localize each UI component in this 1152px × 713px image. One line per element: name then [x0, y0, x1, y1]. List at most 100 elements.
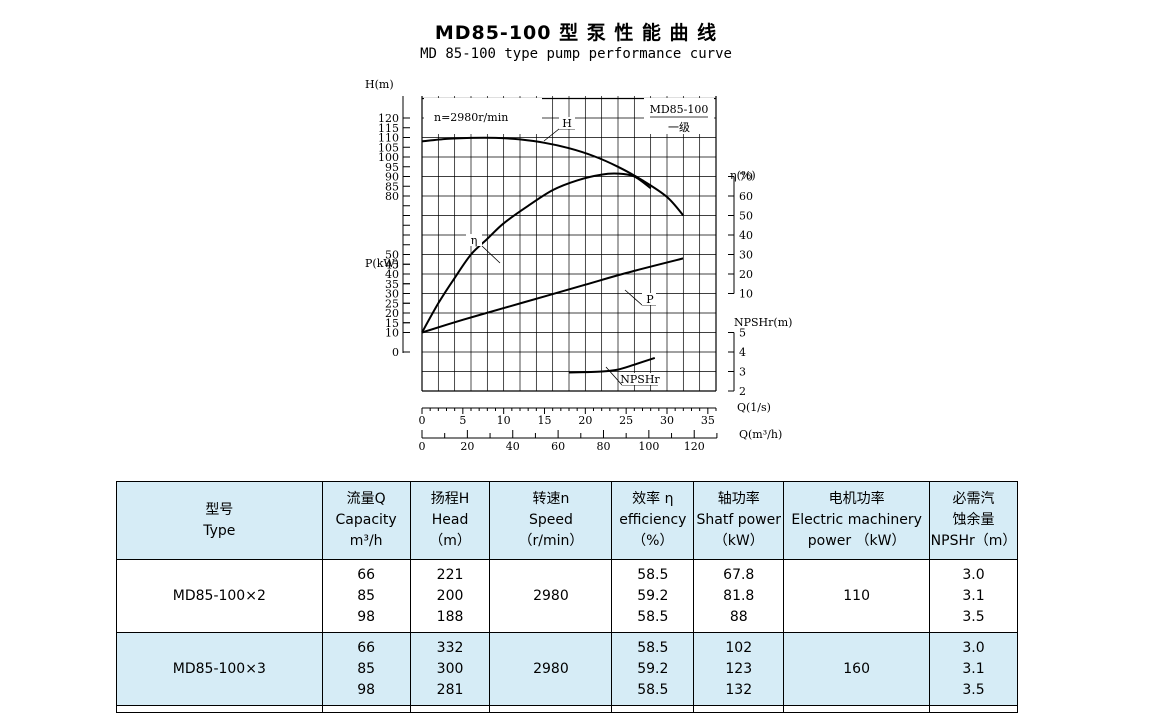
p-tick-label: 40 — [385, 268, 399, 281]
header-efficiency: 效率 η efficiency （%） — [611, 481, 695, 560]
callout-leader — [543, 128, 575, 142]
cell-speed: 2980 — [489, 559, 613, 633]
h-tick-label: 95 — [385, 161, 399, 174]
cell-motor-power: 160 — [783, 632, 931, 706]
curve-p — [421, 257, 684, 334]
cell-efficiency: 58.5 59.2 58.5 — [611, 632, 695, 706]
eta-tick-label: 40 — [739, 229, 753, 242]
h-tick-label: 105 — [378, 141, 399, 154]
h-tick-label: 115 — [378, 122, 399, 135]
cell-efficiency: 58.5 59.2 58.5 — [611, 559, 695, 633]
npsh-tick-label: 5 — [739, 327, 746, 340]
speed-box — [424, 98, 542, 134]
callout-label-p: P — [646, 293, 654, 306]
cell-capacity: 66 85 98 — [321, 632, 411, 706]
q-ls-axis-label: Q(1/s) — [737, 401, 771, 414]
callout-leader — [481, 245, 501, 264]
q-ls-tick-label: 0 — [419, 414, 426, 427]
header-motor-power: 电机功率 Electric machinery power （kW） — [783, 481, 931, 560]
callout-box — [559, 117, 575, 129]
q-m3h-tick-label: 80 — [596, 440, 610, 453]
cell-motor-power: 110 — [783, 559, 931, 633]
cell-speed: 2980 — [489, 632, 613, 706]
eta-tick-label: 50 — [739, 210, 753, 223]
model-label: MD85-100 — [650, 103, 709, 116]
npsh-tick-label: 2 — [739, 385, 746, 398]
header-type: 型号 Type — [116, 481, 323, 560]
curve-npshr — [568, 356, 656, 374]
header-shaft-power: 轴功率 Shatf power （kW） — [693, 481, 785, 560]
p-tick-label: 15 — [385, 317, 399, 330]
spec-table: 型号 Type 流量Q Capacity m³/h 扬程H Head （m） 转速n Spe… — [116, 481, 1018, 713]
p-tick-label: 45 — [385, 258, 399, 271]
h-tick-label: 100 — [378, 151, 399, 164]
eta-tick-label: 60 — [739, 190, 753, 203]
p-tick-label: 25 — [385, 297, 399, 310]
cell-capacity: 66 85 98 — [321, 559, 411, 633]
eta-tick-label: 20 — [739, 268, 753, 281]
stage-label: 一级 — [668, 121, 690, 134]
npsh-tick-label: 4 — [739, 346, 746, 359]
callout-box — [622, 373, 658, 385]
q-ls-tick-label: 15 — [538, 414, 552, 427]
q-ls-tick-label: 5 — [459, 414, 466, 427]
header-capacity: 流量Q Capacity m³/h — [321, 481, 411, 560]
q-m3h-tick-label: 20 — [460, 440, 474, 453]
h-tick-label: 120 — [378, 112, 399, 125]
speed-label: n=2980r/min — [434, 111, 508, 124]
q-ls-tick-label: 20 — [578, 414, 592, 427]
model-box — [644, 98, 714, 134]
h-axis-label: H(m) — [365, 78, 394, 91]
cell-shaft-power: 67.8 81.8 88 — [693, 559, 785, 633]
cell-head: 221 200 188 — [409, 559, 491, 633]
p-tick-label: 30 — [385, 288, 399, 301]
q-ls-tick-label: 10 — [497, 414, 511, 427]
callout-box — [466, 234, 482, 246]
q-m3h-tick-label: 0 — [419, 440, 426, 453]
callout-label-h: H — [562, 117, 572, 130]
cell-shaft-power: 102 123 132 — [693, 632, 785, 706]
p-tick-label: 0 — [392, 346, 399, 359]
q-ls-tick-label: 30 — [660, 414, 674, 427]
q-m3h-tick-label: 40 — [506, 440, 520, 453]
eta-tick-label: 30 — [739, 249, 753, 262]
performance-chart: H(m)808590951001051101151205045403530252… — [365, 78, 792, 453]
eta-tick-label: 10 — [739, 288, 753, 301]
q-ls-tick-label: 35 — [701, 414, 715, 427]
table-row: MD85-100×2 66 85 98 221 200 188 2980 58.5 59.… — [116, 559, 1018, 633]
cell-type: MD85-100×2 — [116, 559, 323, 633]
eta-tick-label: 70 — [739, 171, 753, 184]
table-row: MD85-100×3 66 85 98 332 300 281 2980 58.5 59.… — [116, 632, 1018, 706]
header-speed: 转速n Speed （r/min） — [489, 481, 613, 560]
p-tick-label: 10 — [385, 327, 399, 340]
cell-npshr: 3.0 3.1 3.5 — [929, 559, 1018, 633]
p-tick-label: 20 — [385, 307, 399, 320]
cell-npshr: 3.0 3.1 3.5 — [929, 632, 1018, 706]
npsh-axis-label: NPSHr(m) — [734, 316, 792, 329]
cell-head: 332 300 281 — [409, 632, 491, 706]
page-title: MD85-100 型 泵 性 能 曲 线 — [434, 22, 718, 44]
chart-curves — [421, 136, 685, 374]
q-m3h-tick-label: 60 — [551, 440, 565, 453]
h-tick-label: 110 — [378, 132, 399, 145]
q-m3h-tick-label: 120 — [684, 440, 705, 453]
h-tick-label: 90 — [385, 171, 399, 184]
curve-h — [421, 136, 685, 217]
p-axis-label: P(kW) — [365, 257, 399, 270]
header-head: 扬程H Head （m） — [409, 481, 491, 560]
callout-label-npshr: NPSHr — [620, 373, 660, 386]
cell-type: MD85-100×3 — [116, 632, 323, 706]
h-tick-label: 85 — [385, 180, 399, 193]
q-m3h-axis-label: Q(m³/h) — [739, 428, 782, 441]
callout-box — [642, 293, 656, 305]
chart-axes: H(m)808590951001051101151205045403530252… — [365, 78, 792, 453]
table-header-row: 型号 Type 流量Q Capacity m³/h 扬程H Head （m） 转速n Spe… — [116, 481, 1018, 560]
h-tick-label: 80 — [385, 190, 399, 203]
npsh-tick-label: 3 — [739, 366, 746, 379]
p-tick-label: 35 — [385, 278, 399, 291]
header-npshr: 必需汽 蚀余量 NPSHr（m） — [929, 481, 1018, 560]
q-m3h-tick-label: 100 — [638, 440, 659, 453]
page-subtitle: MD 85-100 type pump performance curve — [420, 46, 732, 62]
chart-labels: n=2980r/min MD85-100 一级 Hη P NPSHr — [424, 98, 714, 386]
table-row-partial — [116, 705, 1018, 713]
